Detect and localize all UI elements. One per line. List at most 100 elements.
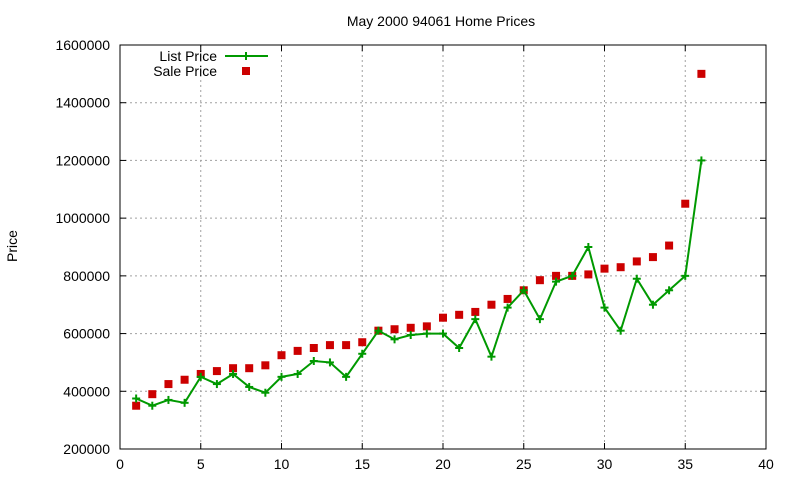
sale-price-point — [487, 300, 496, 309]
sale-price-point — [342, 341, 351, 350]
sale-price-point — [697, 69, 706, 78]
series-list-price — [132, 156, 706, 410]
sale-price-point — [584, 270, 593, 279]
plot-frame — [119, 44, 767, 450]
y-tick-label: 400000 — [63, 383, 110, 399]
sale-price-point — [600, 264, 609, 273]
list-price-point — [455, 344, 464, 352]
y-tick-label: 600000 — [63, 326, 110, 342]
list-price-point — [616, 326, 625, 335]
sale-price-point — [406, 323, 415, 332]
list-price-point — [148, 401, 157, 410]
list-price-point — [697, 156, 706, 165]
list-price-point — [406, 331, 415, 340]
list-price-point — [648, 300, 657, 309]
series-sale-price — [132, 69, 706, 410]
list-price-point — [568, 271, 577, 280]
sale-price-point — [132, 401, 141, 410]
legend-label-list-price: List Price — [159, 48, 217, 64]
list-price-point — [422, 329, 431, 338]
sale-price-point — [535, 276, 544, 285]
y-tick-label: 1400000 — [55, 95, 110, 111]
sale-price-point — [358, 338, 367, 347]
list-price-point — [325, 358, 334, 367]
list-price-point — [681, 271, 690, 280]
list-price-point — [584, 243, 593, 251]
list-price-point — [229, 369, 238, 378]
list-price-point — [309, 356, 318, 365]
sale-price-point — [148, 390, 157, 399]
list-price-point — [600, 303, 609, 312]
legend-square-marker — [242, 67, 250, 75]
sale-price-point — [665, 241, 674, 250]
list-price-point — [535, 315, 544, 324]
x-tick-label: 5 — [197, 456, 205, 472]
list-price-point — [390, 335, 399, 344]
sale-price-point — [261, 361, 270, 370]
sale-price-point — [632, 257, 641, 266]
list-price-point — [374, 326, 383, 335]
legend-plus-marker — [242, 52, 250, 60]
sale-price-point — [325, 341, 334, 350]
x-tick-label: 20 — [435, 456, 451, 472]
list-price-point — [212, 380, 221, 389]
sale-price-point — [648, 253, 657, 262]
sale-price-point — [293, 346, 302, 355]
sale-price-point — [471, 307, 480, 316]
grid — [120, 45, 766, 449]
legend: List Price Sale Price — [153, 48, 268, 79]
y-axis-label: Price — [4, 230, 20, 262]
y-tick-label: 1000000 — [55, 210, 110, 226]
sale-price-point — [277, 351, 286, 360]
sale-price-point — [503, 294, 512, 303]
legend-marker-list-price — [242, 52, 250, 60]
chart-title: May 2000 94061 Home Prices — [347, 13, 535, 29]
sale-price-point — [309, 344, 318, 352]
list-price-point — [277, 372, 286, 381]
list-price-point — [180, 398, 189, 407]
list-price-point — [519, 286, 528, 295]
x-tick-label: 25 — [516, 456, 532, 472]
ticks: 0 5 10 15 20 25 30 35 40 200000 400000 600000 800000… — [55, 37, 774, 472]
sale-price-point — [180, 375, 189, 384]
sale-price-point — [439, 313, 447, 322]
list-price-point — [132, 394, 141, 403]
list-price-point — [439, 329, 447, 338]
list-price-point — [164, 395, 173, 404]
x-tick-label: 0 — [116, 456, 124, 472]
x-tick-label: 10 — [274, 456, 290, 472]
sale-price-point — [552, 271, 561, 280]
sale-price-point — [455, 310, 464, 319]
sale-price-point — [245, 364, 254, 373]
sale-price-point — [229, 364, 238, 373]
sale-price-point — [681, 199, 690, 208]
y-tick-label: 200000 — [63, 441, 110, 457]
list-price-point — [293, 369, 302, 378]
x-tick-label: 40 — [758, 456, 774, 472]
list-price-point — [196, 372, 205, 381]
y-tick-label: 1200000 — [55, 152, 110, 168]
legend-label-sale-price: Sale Price — [153, 63, 217, 79]
list-price-point — [552, 277, 561, 286]
list-price-point — [503, 303, 512, 312]
list-price-point — [358, 349, 367, 358]
list-price-point — [342, 372, 351, 381]
sale-price-point — [616, 263, 625, 272]
list-price-line — [135, 160, 703, 407]
x-tick-label: 15 — [354, 456, 370, 472]
list-price-point — [471, 315, 480, 324]
x-tick-label: 30 — [597, 456, 613, 472]
legend-marker-sale-price — [242, 67, 250, 75]
list-price-point — [632, 274, 641, 283]
sale-price-point — [390, 325, 399, 334]
y-tick-label: 800000 — [63, 268, 110, 284]
sale-price-point — [212, 367, 221, 376]
x-tick-label: 35 — [677, 456, 693, 472]
list-price-point — [487, 352, 496, 361]
list-price-point — [245, 382, 254, 391]
list-price-point — [665, 286, 674, 295]
series-layer — [132, 69, 706, 410]
sale-price-point — [164, 380, 173, 389]
list-price-point — [261, 388, 270, 397]
